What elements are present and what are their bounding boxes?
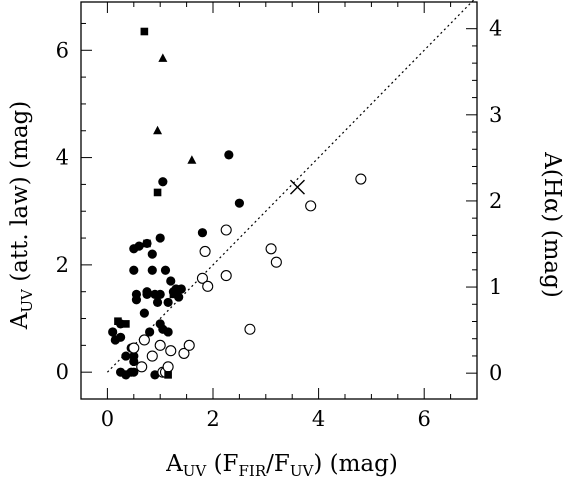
- open-circle-point: [183, 339, 195, 351]
- filled-square-point: [122, 320, 130, 328]
- filled-circle-point: [234, 198, 244, 208]
- filled-circle-point: [121, 351, 131, 361]
- filled-circle-point: [152, 297, 163, 308]
- filled-circle-point: [197, 228, 208, 238]
- filled-square-point: [174, 285, 183, 293]
- filled-circle-point: [129, 367, 139, 377]
- x-tick-label: 2: [206, 407, 219, 431]
- open-circle-point: [265, 243, 277, 255]
- filled-circle-point: [131, 295, 142, 305]
- open-circle-point: [270, 256, 282, 268]
- filled-circle-point: [158, 177, 168, 187]
- filled-circle-point: [163, 327, 173, 337]
- open-circle-point: [162, 361, 174, 373]
- filled-circle-point: [150, 370, 160, 380]
- x-tick-label: 6: [418, 407, 431, 431]
- filled-square-point: [153, 188, 162, 197]
- filled-triangle-point: [158, 53, 168, 62]
- open-circle-point: [128, 342, 140, 354]
- open-circle-point: [305, 200, 317, 212]
- x-axis-label: AUV (FFIR/FUV) (mag): [165, 451, 398, 480]
- y2-tick-label: 0: [489, 361, 502, 385]
- y2-axis-label: A(Hα) (mag): [539, 151, 565, 298]
- y-tick-label: 4: [56, 146, 69, 170]
- open-circle-point: [199, 245, 211, 258]
- y-tick-label: 6: [56, 38, 69, 62]
- open-circle-point: [165, 345, 177, 357]
- filled-circle-point: [145, 327, 155, 337]
- open-circle-point: [355, 173, 367, 185]
- filled-circle-point: [155, 233, 165, 243]
- filled-circle-point: [129, 265, 139, 275]
- y2-tick-label: 2: [489, 189, 502, 213]
- filled-circle-point: [155, 289, 165, 299]
- filled-circle-point: [129, 356, 139, 367]
- filled-circle-point: [163, 297, 173, 308]
- open-circle-point: [178, 347, 190, 359]
- filled-circle-point: [108, 327, 118, 337]
- x-tick-label: 0: [101, 407, 114, 431]
- open-circle-point: [196, 272, 208, 284]
- y2-tick-label: 1: [489, 275, 502, 299]
- filled-square-point: [164, 371, 172, 379]
- open-circle-point: [220, 224, 232, 236]
- filled-circle-point: [139, 308, 149, 318]
- filled-circle-point: [147, 265, 157, 275]
- open-circle-point: [136, 361, 148, 373]
- y2-tick-label: 3: [489, 103, 502, 127]
- plot-area: 0 2 4 6 0 2 4 6 0 1 2 3 4: [56, 0, 502, 431]
- filled-square-point: [169, 290, 178, 299]
- filled-circle-point: [134, 241, 144, 251]
- open-circle-point: [202, 280, 214, 292]
- data-points: [108, 27, 367, 380]
- filled-circle-point: [142, 289, 152, 299]
- cross-point: [289, 179, 305, 195]
- filled-circle-point: [160, 265, 171, 275]
- filled-square-point: [143, 239, 151, 248]
- y2-tick-label: 4: [489, 17, 502, 41]
- y-axis-label: AUV (att. law) (mag): [7, 101, 36, 330]
- filled-circle-point: [147, 249, 157, 259]
- filled-circle-point: [116, 332, 126, 342]
- open-circle-point: [154, 339, 166, 351]
- y-tick-label: 2: [56, 253, 69, 277]
- open-circle-point: [138, 334, 150, 346]
- filled-circle-point: [166, 276, 176, 286]
- open-circle-point: [244, 323, 256, 335]
- open-circle-point: [220, 270, 232, 282]
- filled-triangle-point: [187, 155, 197, 164]
- filled-triangle-point: [153, 125, 163, 135]
- y-tick-label: 0: [56, 360, 69, 384]
- filled-square-point: [114, 317, 122, 326]
- filled-square-point: [140, 27, 149, 36]
- x-tick-label: 4: [312, 407, 325, 431]
- filled-circle-point: [224, 150, 234, 160]
- open-circle-point: [146, 350, 158, 362]
